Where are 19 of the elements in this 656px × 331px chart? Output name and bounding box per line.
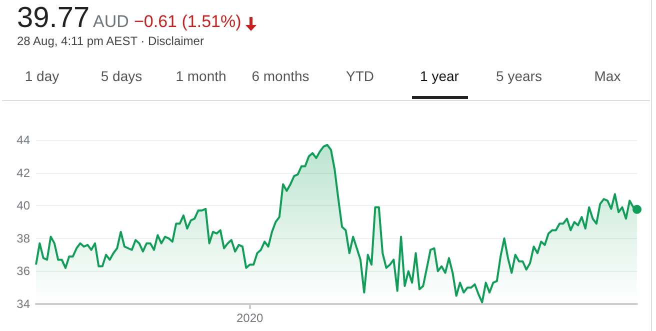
- chart-subtitle: AUD: [93, 12, 129, 32]
- y-tick-label: 36: [16, 264, 30, 278]
- text: 1 month: [176, 68, 226, 84]
- text: 1 day: [24, 68, 60, 84]
- text: 6 months: [252, 68, 310, 84]
- text: −0.61 (1.51%): [134, 12, 242, 32]
- text: YTD: [346, 68, 374, 84]
- y-tick-label: 40: [16, 198, 30, 213]
- text: 5 years: [496, 68, 542, 84]
- text: 1 year: [420, 68, 459, 84]
- y-tick-label: 44: [16, 133, 30, 147]
- chart-title: 39.77: [17, 2, 90, 35]
- y-tick-label: 38: [16, 231, 30, 246]
- y-tick-label: 42: [16, 166, 30, 180]
- text: 5 days: [100, 68, 142, 84]
- text: Max: [594, 68, 621, 84]
- x-tick-label: 2020: [236, 311, 264, 325]
- text: 28 Aug, 4:11 pm AEST · Disclaimer: [17, 34, 204, 48]
- y-tick-label: 34: [16, 297, 30, 311]
